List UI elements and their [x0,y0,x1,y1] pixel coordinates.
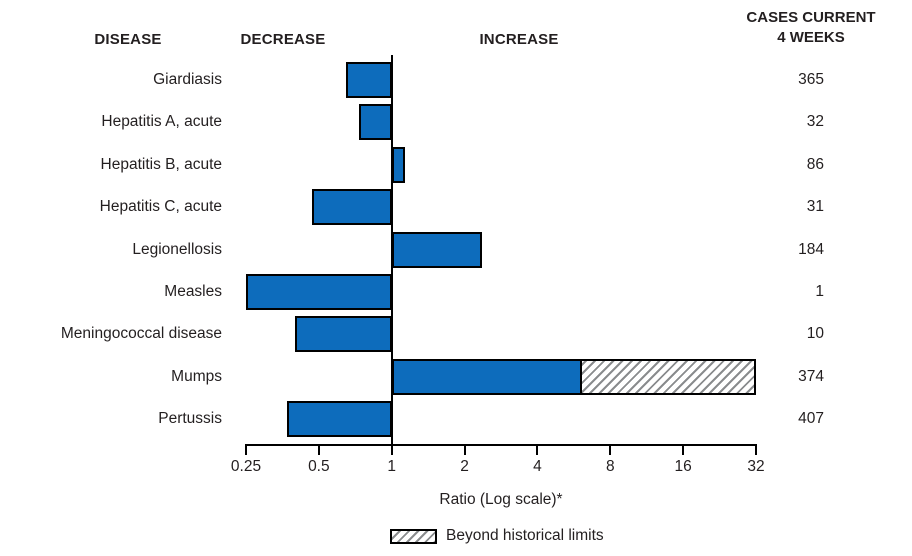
column-header-cases-line2: 4 WEEKS [777,29,845,46]
disease-label: Giardiasis [153,71,222,88]
disease-label: Pertussis [158,410,222,427]
bar [246,274,392,310]
disease-label: Meningococcal disease [60,325,222,342]
bar-with-beyond-limit [391,359,756,395]
disease-label: Hepatitis A, acute [101,113,222,130]
legend-hatch-label: Beyond historical limits [446,527,604,544]
cases-value: 374 [798,368,824,385]
x-axis-line [245,444,757,446]
disease-label: Mumps [171,368,222,385]
axis-tick-label: 4 [533,458,542,475]
bar [391,232,483,268]
bar [312,189,392,225]
axis-tick [682,446,685,455]
cases-value: 407 [798,410,824,427]
disease-label: Measles [164,283,222,300]
cases-value: 365 [798,71,824,88]
cases-value: 10 [806,325,824,342]
column-header-cases-line1: CASES CURRENT [746,9,876,26]
bar-segment-observed [393,361,582,393]
axis-tick [609,446,612,455]
axis-tick [390,446,393,455]
bar [287,401,392,437]
bar [391,147,406,183]
column-header-increase: INCREASE [479,31,559,48]
legend-hatch-swatch [390,529,437,544]
bar [295,316,392,352]
axis-tick-label: 1 [387,458,397,475]
cases-value: 32 [806,113,824,130]
baseline-reference-line [391,55,393,446]
axis-tick [317,446,320,455]
axis-tick-label: 2 [460,458,469,475]
cases-value: 1 [815,283,824,300]
axis-tick [755,446,757,455]
axis-tick-label: 16 [674,458,692,475]
cases-value: 31 [806,198,824,215]
disease-label: Legionellosis [132,241,222,258]
axis-tick-label: 32 [747,458,765,475]
x-axis-title: Ratio (Log scale)* [439,491,563,508]
axis-tick-label: 8 [605,458,615,475]
axis-tick-label: 0.5 [308,458,330,475]
column-header-decrease: DECREASE [240,31,326,48]
disease-label: Hepatitis C, acute [99,198,222,215]
cases-value: 184 [798,241,824,258]
column-header-disease: DISEASE [94,31,162,48]
bar [358,104,392,140]
axis-tick [245,446,247,455]
axis-tick-label: 0.25 [230,458,262,475]
disease-label: Hepatitis B, acute [100,156,222,173]
axis-tick [536,446,539,455]
cases-value: 86 [806,156,824,173]
axis-tick [463,446,466,455]
bar [346,62,392,98]
